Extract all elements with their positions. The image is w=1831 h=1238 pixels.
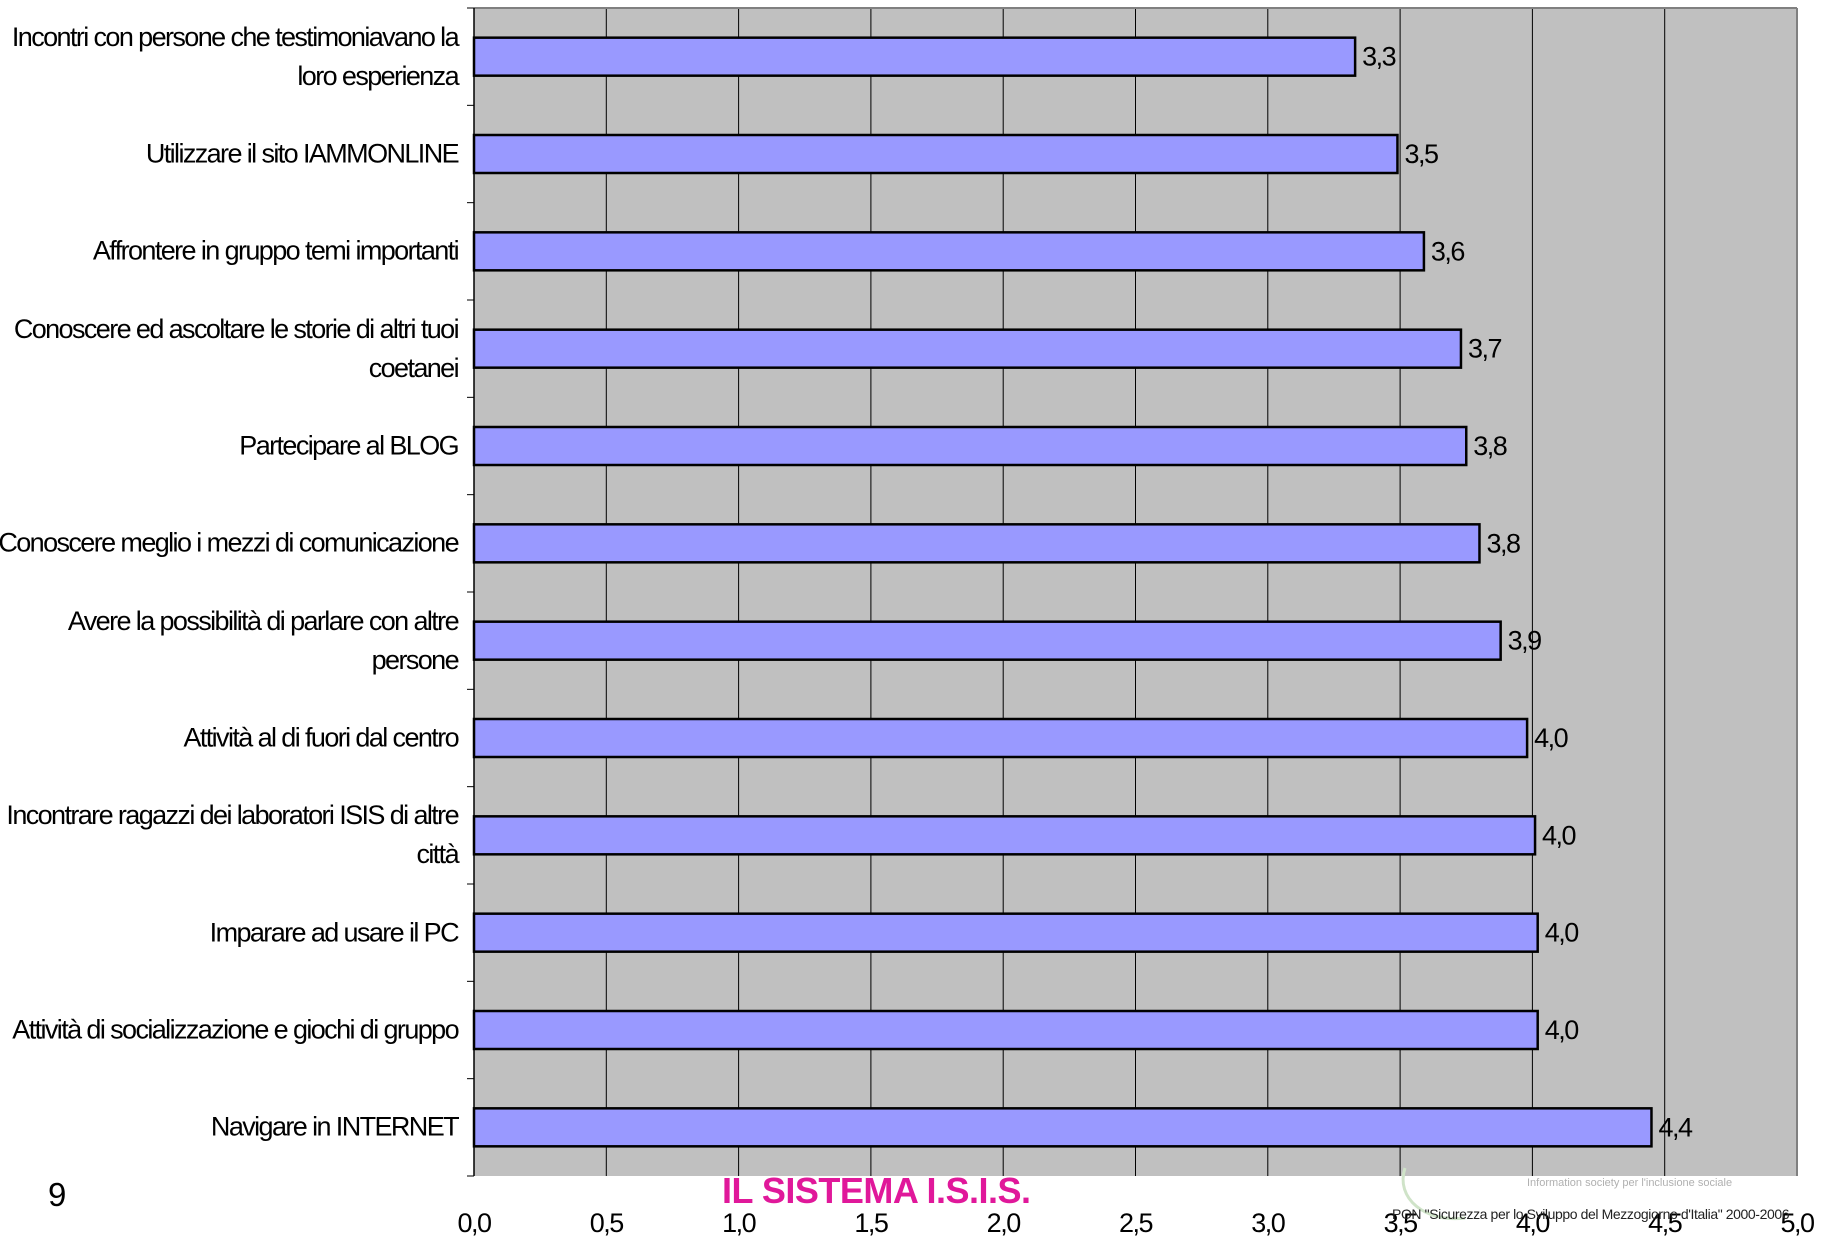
bar (472, 1009, 1539, 1051)
value-label: 3,8 (1486, 528, 1520, 558)
category-label: Navigare in INTERNET (210, 1111, 460, 1142)
value-label: 3,6 (1431, 236, 1465, 266)
value-label: 4,0 (1545, 1015, 1579, 1045)
value-label: 3,9 (1508, 626, 1542, 656)
category-label: Incontrare ragazzi dei laboratori ISIS d… (6, 800, 459, 870)
x-tick-label: 4,0 (1516, 1208, 1550, 1238)
category-label: Attività di socializzazione e giochi di … (12, 1014, 459, 1045)
x-tick-label: 3,0 (1251, 1208, 1285, 1238)
bar (472, 425, 1468, 467)
x-tick-label: 2,0 (987, 1208, 1021, 1238)
x-tick-label: 5,0 (1780, 1208, 1814, 1238)
slide-number: 9 (48, 1176, 67, 1213)
x-tick-label: 0,5 (590, 1208, 624, 1238)
category-label: Utilizzare il sito IAMMONLINE (145, 138, 460, 169)
value-label: 4,4 (1658, 1112, 1693, 1142)
x-tick-label: 1,5 (854, 1208, 888, 1238)
logo-swirl-icon (1395, 1158, 1515, 1233)
value-label: 4,0 (1545, 918, 1579, 948)
footer-tagline: Information society per l'inclusione soc… (1527, 1177, 1733, 1189)
bar (472, 328, 1463, 369)
bar (472, 717, 1529, 759)
category-label: Avere la possibilità di parlare con altr… (67, 605, 460, 675)
footer-title: IL SISTEMA I.S.I.S. (722, 1170, 1031, 1211)
category-label: Conoscere ed ascoltare le storie di altr… (13, 313, 460, 383)
x-tick-label: 3,5 (1384, 1208, 1418, 1238)
value-label: 4,0 (1534, 723, 1568, 753)
value-label: 3,3 (1362, 42, 1396, 72)
bar (472, 620, 1502, 661)
category-label: Partecipare al BLOG (239, 430, 459, 461)
bar (472, 523, 1481, 564)
value-label: 3,7 (1468, 334, 1502, 364)
category-label: Affrontere in gruppo temi importanti (92, 235, 460, 266)
x-tick-label: 0,0 (457, 1208, 491, 1238)
category-label: Imparare ad usare il PC (209, 917, 460, 948)
bar (472, 36, 1357, 77)
category-label: Attività al di fuori dal centro (183, 722, 459, 753)
category-label: Conoscere meglio i mezzi di comunicazion… (0, 527, 460, 558)
value-label: 3,5 (1404, 139, 1438, 169)
bar (472, 133, 1399, 175)
bar (472, 815, 1537, 856)
x-tick-label: 1,0 (722, 1208, 756, 1238)
value-label: 3,8 (1473, 431, 1507, 461)
x-tick-label: 4,5 (1648, 1208, 1682, 1238)
footer-pon-text: PON "Sicurezza per lo Sviluppo del Mezzo… (1392, 1206, 1790, 1222)
x-tick-label: 2,5 (1119, 1208, 1153, 1238)
bar (472, 231, 1426, 272)
bar (472, 912, 1539, 953)
bar (472, 1107, 1653, 1148)
category-label: Incontri con persone che testimoniavano … (11, 21, 460, 91)
value-label: 4,0 (1542, 820, 1576, 850)
